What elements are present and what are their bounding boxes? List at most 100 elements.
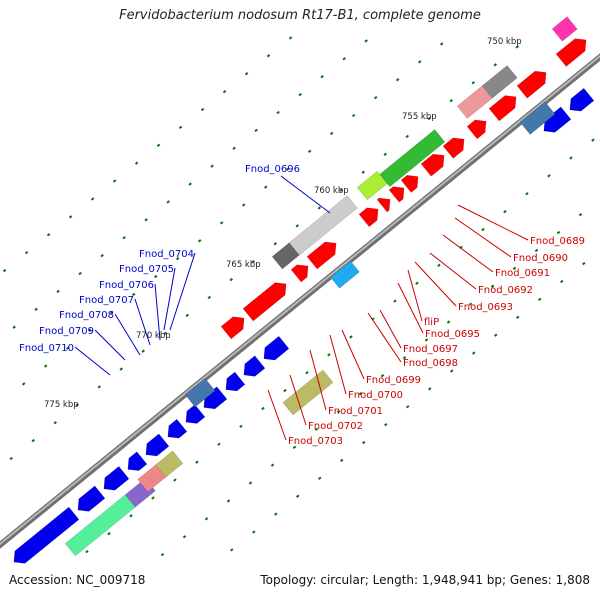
- tick-dot: [364, 39, 368, 43]
- tick-dot: [217, 442, 221, 446]
- tick-dot: [481, 227, 485, 232]
- forward-gene-label: Fnod_0700: [348, 390, 403, 401]
- tick-dot: [100, 253, 104, 258]
- tick-dot: [263, 185, 268, 189]
- tick-dot: [207, 295, 211, 300]
- label-leader: [397, 282, 424, 334]
- tick-dot: [318, 476, 322, 480]
- tick-dot: [46, 233, 51, 237]
- tick-dot: [239, 424, 243, 429]
- rna-block: [519, 101, 556, 135]
- forward-gene-label: Fnod_0698: [403, 358, 458, 369]
- reverse-gene: [263, 335, 290, 361]
- tick-dot: [31, 438, 35, 443]
- forward-gene: [420, 153, 445, 177]
- tick-dot: [107, 532, 111, 536]
- forward-gene-label: Fnod_0691: [495, 268, 550, 279]
- forward-gene: [466, 119, 487, 140]
- tick-dot: [471, 81, 475, 85]
- genes-layer: [13, 16, 595, 564]
- tick-dot: [12, 325, 16, 329]
- tick-dot: [296, 494, 300, 498]
- tick-dot: [56, 289, 60, 294]
- tick-dot: [122, 236, 126, 240]
- tick-dot: [327, 353, 331, 357]
- tick-dot: [515, 45, 519, 49]
- tick-dot: [178, 125, 183, 130]
- tick-dot: [274, 512, 278, 516]
- tick-dot: [273, 242, 277, 246]
- tick-dot: [349, 335, 353, 339]
- tick-dot: [24, 250, 29, 255]
- reverse-gene-label: Fnod_0708: [59, 310, 114, 321]
- label-leader: [94, 329, 126, 361]
- tick-dot: [494, 333, 498, 337]
- reverse-gene-label: Fnod_0706: [99, 280, 154, 291]
- reverse-gene: [103, 466, 130, 491]
- forward-gene: [488, 95, 517, 122]
- forward-gene: [442, 137, 465, 159]
- label-leader: [114, 313, 141, 356]
- tick-dot: [578, 212, 583, 217]
- label-leader: [154, 283, 161, 341]
- tick-dot: [222, 89, 227, 94]
- tick-dot: [351, 113, 356, 118]
- tick-dot: [415, 281, 419, 285]
- tick-dot: [175, 256, 180, 261]
- tick-dot: [210, 164, 214, 168]
- tick-dot: [393, 299, 397, 303]
- reverse-gene: [185, 404, 206, 424]
- tick-dot: [305, 371, 309, 375]
- tick-dot: [97, 385, 101, 389]
- tick-dot: [405, 134, 409, 139]
- tick-dot: [317, 206, 321, 210]
- forward-gene-label: Fnod_0693: [458, 302, 513, 313]
- rna-block: [184, 377, 216, 408]
- reverse-gene: [569, 87, 595, 112]
- tick-dot: [384, 422, 388, 427]
- label-leader: [341, 329, 365, 380]
- tick-dot: [78, 271, 82, 276]
- tick-dot: [53, 421, 57, 425]
- tick-dot: [151, 496, 155, 500]
- tick-dot: [141, 349, 145, 353]
- tick-dot: [195, 460, 199, 464]
- tick-dot: [219, 221, 224, 225]
- tick-dot: [87, 328, 92, 332]
- tick-dot: [292, 445, 297, 449]
- tick-dot: [185, 313, 189, 318]
- reverse-gene: [145, 433, 170, 457]
- label-leader: [367, 312, 402, 363]
- forward-gene: [388, 186, 405, 203]
- tick-dot: [395, 78, 400, 82]
- tick-dot: [288, 36, 293, 40]
- tick-dot: [383, 152, 387, 156]
- tick-dot: [472, 351, 476, 355]
- kbp-tick-label: 760 kbp: [314, 186, 349, 196]
- label-leader: [309, 349, 327, 411]
- forward-gene-label: Fnod_0697: [403, 344, 458, 355]
- tick-dot: [134, 161, 139, 165]
- map-title: Fervidobacterium nodosum Rt17-B1, comple…: [119, 8, 481, 23]
- tick-dot: [560, 279, 564, 284]
- rna-block: [379, 129, 446, 188]
- tick-dot: [226, 499, 231, 503]
- kbp-tick-label: 750 kbp: [487, 37, 522, 47]
- rna-block: [356, 170, 388, 201]
- tick-dot: [547, 174, 551, 178]
- label-leader: [267, 389, 287, 441]
- label-leader: [169, 252, 196, 331]
- tick-dot: [336, 409, 341, 414]
- tick-dot: [339, 188, 343, 192]
- tick-dot: [314, 427, 319, 432]
- tick-dot: [402, 356, 407, 360]
- tick-dot: [512, 266, 517, 271]
- tick-dot: [166, 200, 170, 204]
- accession-text: Accession: NC_009718: [9, 573, 146, 587]
- forward-gene-label: Fnod_0695: [425, 329, 480, 340]
- label-leader: [134, 298, 151, 346]
- tick-dot: [21, 382, 26, 386]
- tick-dot: [276, 110, 280, 115]
- rna-block: [551, 16, 578, 42]
